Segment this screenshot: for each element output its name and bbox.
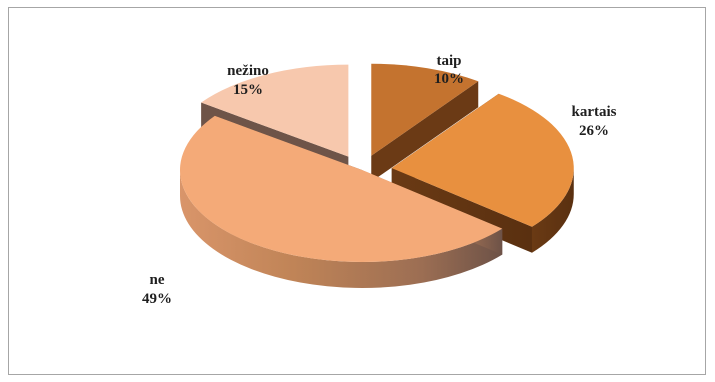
slice-label-kartais: kartais xyxy=(572,104,617,120)
slice-value-ne: 49% xyxy=(142,291,172,307)
slice-value-nežino: 15% xyxy=(233,82,263,98)
pie-slice-ne xyxy=(180,115,503,262)
pie-slice-kartais xyxy=(391,93,574,227)
slice-label-taip: taip xyxy=(436,53,461,69)
slice-label-ne: ne xyxy=(150,272,165,288)
pie-slice-nežino xyxy=(201,64,349,157)
pie-slice-side-ne xyxy=(180,170,503,289)
slice-value-taip: 10% xyxy=(434,71,464,87)
pie-slice-taip xyxy=(371,63,479,156)
slice-label-nežino: nežino xyxy=(227,63,269,79)
pie-chart: taip 10% kartais 26% ne 49% nežino 15% xyxy=(142,53,617,307)
chart-area: taip 10% kartais 26% ne 49% nežino 15% xyxy=(8,7,706,375)
slice-value-kartais: 26% xyxy=(579,123,609,139)
pie-slice-side-kartais xyxy=(531,168,574,253)
pie-slice-wall-taip xyxy=(371,81,479,182)
